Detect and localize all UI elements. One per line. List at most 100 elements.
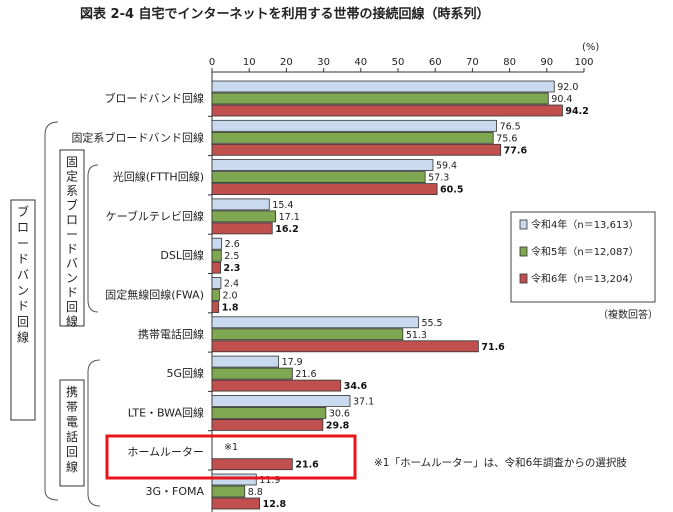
bar — [211, 301, 220, 313]
group-label-char: バ — [17, 268, 29, 282]
bar — [211, 277, 222, 289]
data-label: 59.4 — [436, 161, 457, 172]
group-label-char: ー — [66, 228, 78, 242]
group-box — [59, 379, 85, 487]
group-label-char: 系 — [66, 184, 78, 198]
data-label: 29.8 — [326, 420, 350, 431]
group-label: 携帯電話回線 — [66, 384, 78, 474]
group-label-char: バ — [66, 257, 78, 271]
group-label-char: ブ — [17, 204, 29, 219]
footnote-marker: ※1 — [224, 442, 238, 453]
group-label-char: 回 — [17, 315, 29, 329]
group-label-char: ン — [66, 271, 78, 285]
bars: 92.090.494.2 76.575.677.6 59.457.360.5 15.4… — [208, 72, 589, 512]
data-label: 34.6 — [344, 381, 368, 392]
bar — [211, 92, 549, 105]
group-label-char: ー — [17, 236, 29, 250]
group-label-char: 固 — [66, 155, 78, 169]
x-tick-label: 30 — [317, 57, 330, 68]
group-bracket — [87, 359, 101, 507]
bar — [211, 458, 293, 471]
data-label: 92.0 — [557, 82, 578, 93]
data-label: 8.8 — [248, 487, 263, 498]
data-label: 11.9 — [259, 475, 280, 486]
data-label: 75.6 — [496, 133, 517, 144]
category-label: 3G・FOMA — [145, 485, 204, 498]
bar — [211, 222, 273, 235]
bar — [211, 104, 563, 117]
legend: 令和4年（n＝13,613） 令和5年（n＝12,087） 令和6年（n＝13,20… — [510, 211, 656, 303]
data-label: 71.6 — [481, 342, 505, 353]
data-label: 17.1 — [279, 212, 300, 223]
bar — [211, 418, 324, 431]
bar — [211, 394, 351, 407]
x-tick-label: 40 — [354, 57, 367, 68]
x-axis-ticks: 0 10 20 30 40 50 60 70 80 90 100 — [209, 57, 594, 73]
x-tick-label: 100 — [574, 57, 593, 68]
group-label-char: 線 — [66, 314, 78, 329]
group-label-char: ド — [66, 286, 78, 300]
data-label: 90.4 — [551, 94, 572, 105]
legend-label: 令和5年（n＝12,087） — [531, 245, 639, 258]
legend-label: 令和6年（n＝13,204） — [531, 272, 639, 285]
group-label-char: ロ — [66, 213, 78, 227]
bar — [211, 131, 494, 144]
x-tick-label: 0 — [209, 57, 215, 68]
category-label: ブロードバンド回線 — [104, 91, 204, 105]
data-label: 16.2 — [275, 224, 298, 235]
group-label-char: ド — [17, 299, 29, 313]
data-label: 55.5 — [421, 318, 442, 329]
group-label-char: 話 — [66, 429, 78, 444]
bar — [211, 355, 279, 368]
group-label-char: ン — [17, 284, 29, 298]
group-box — [59, 149, 85, 327]
data-label: 21.6 — [295, 369, 316, 380]
bar — [211, 80, 555, 93]
group-label-char: 回 — [66, 300, 78, 314]
group-label: ブロードバンド回線 — [17, 204, 29, 345]
bar — [211, 261, 221, 274]
legend-label: 令和4年（n＝13,613） — [531, 218, 639, 231]
bar — [211, 183, 438, 196]
footnote: ※1「ホームルーター」は、令和6年調査からの選択肢 — [374, 456, 627, 469]
bar — [211, 210, 277, 223]
group-label-char: 電 — [66, 415, 78, 429]
group-label-char: 線 — [66, 459, 78, 474]
data-label: 30.6 — [329, 408, 350, 419]
group-box — [10, 199, 36, 421]
group-label-char: 帯 — [66, 400, 78, 414]
category-label: 固定無線回線(FWA) — [105, 288, 204, 302]
group-label-char: ド — [17, 252, 29, 266]
category-label: ケーブルテレビ回線 — [106, 209, 204, 223]
category-label: DSL回線 — [160, 248, 204, 262]
multiple-answer-note: （複数回答） — [598, 308, 658, 321]
bar — [211, 159, 434, 172]
bar — [211, 289, 220, 301]
category-label: LTE・BWA回線 — [128, 405, 204, 419]
bar — [211, 143, 502, 156]
bar — [211, 316, 419, 329]
group-label-char: ロ — [17, 221, 29, 235]
bar — [211, 237, 223, 250]
bar — [211, 119, 497, 132]
bar — [211, 171, 426, 184]
legend-swatch — [519, 246, 528, 257]
group-label-char: 回 — [66, 445, 78, 459]
x-tick-label: 50 — [392, 57, 405, 68]
legend-swatch — [519, 273, 528, 284]
bar — [211, 367, 293, 380]
group-label-char: ブ — [66, 198, 78, 213]
data-label: 77.6 — [504, 145, 528, 156]
x-tick-label: 90 — [540, 57, 553, 68]
group-label: 固定系ブロードバンド回線 — [66, 155, 78, 329]
group-bracket — [87, 164, 99, 313]
data-label: 60.5 — [440, 185, 463, 196]
bar — [211, 485, 246, 498]
data-label: 94.2 — [565, 106, 588, 117]
x-tick-label: 70 — [466, 57, 479, 68]
data-label: 12.8 — [263, 499, 287, 510]
group-bracket — [44, 121, 59, 501]
